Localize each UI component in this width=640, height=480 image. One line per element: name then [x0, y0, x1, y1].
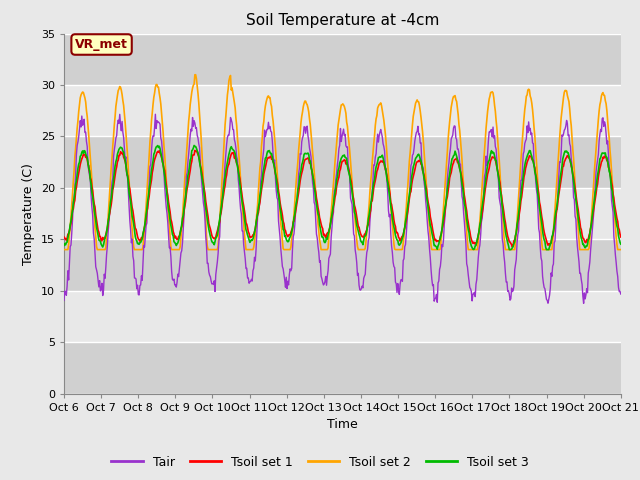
Legend: Tair, Tsoil set 1, Tsoil set 2, Tsoil set 3: Tair, Tsoil set 1, Tsoil set 2, Tsoil se…	[106, 451, 534, 474]
Tsoil set 3	[70, 195, 78, 201]
Line: Tsoil set 2: Tsoil set 2	[64, 75, 621, 250]
Tsoil set 2	[191, 72, 198, 78]
Tair	[617, 291, 625, 297]
Line: Tsoil set 3: Tsoil set 3	[64, 145, 621, 250]
Tsoil set 3	[214, 228, 222, 233]
Tsoil set 3	[190, 143, 198, 148]
Tair	[214, 251, 222, 256]
Bar	[64, 240, 621, 291]
Tsoil set 1	[60, 234, 68, 240]
Y-axis label: Temperature (C): Temperature (C)	[22, 163, 35, 264]
Title: Soil Temperature at -4cm: Soil Temperature at -4cm	[246, 13, 439, 28]
Bar	[64, 85, 621, 136]
Tsoil set 3	[60, 242, 68, 248]
Tsoil set 3	[184, 173, 192, 179]
Tsoil set 2	[127, 216, 135, 222]
Tsoil set 3	[127, 205, 135, 211]
Text: VR_met: VR_met	[75, 38, 128, 51]
Line: Tsoil set 1: Tsoil set 1	[64, 150, 621, 247]
Tsoil set 2	[411, 105, 419, 110]
Tsoil set 1	[428, 217, 435, 223]
Tair	[70, 196, 78, 202]
Tsoil set 1	[411, 167, 419, 173]
Tair	[60, 298, 68, 303]
Tair	[580, 300, 588, 306]
Tsoil set 1	[127, 199, 135, 205]
Tair	[428, 267, 435, 273]
Bar	[64, 342, 621, 394]
Tair	[185, 151, 193, 157]
Bar	[64, 136, 621, 188]
X-axis label: Time: Time	[327, 418, 358, 431]
Tsoil set 3	[428, 225, 435, 230]
Tsoil set 1	[214, 225, 222, 231]
Tsoil set 1	[70, 201, 78, 206]
Tair	[411, 138, 419, 144]
Tsoil set 3	[617, 241, 625, 247]
Tsoil set 3	[411, 158, 419, 164]
Tsoil set 1	[617, 234, 625, 240]
Bar	[64, 291, 621, 342]
Line: Tair: Tair	[64, 114, 621, 303]
Bar	[64, 188, 621, 240]
Tsoil set 2	[184, 130, 192, 136]
Tsoil set 3	[506, 247, 513, 252]
Tsoil set 2	[428, 243, 435, 249]
Tair	[127, 240, 135, 246]
Tsoil set 1	[509, 244, 516, 250]
Tsoil set 2	[70, 168, 78, 174]
Tsoil set 2	[60, 247, 68, 252]
Tair	[152, 111, 159, 117]
Tsoil set 2	[214, 243, 222, 249]
Tsoil set 1	[191, 147, 198, 153]
Tsoil set 1	[184, 181, 192, 187]
Tsoil set 2	[617, 247, 625, 252]
Bar	[64, 34, 621, 85]
